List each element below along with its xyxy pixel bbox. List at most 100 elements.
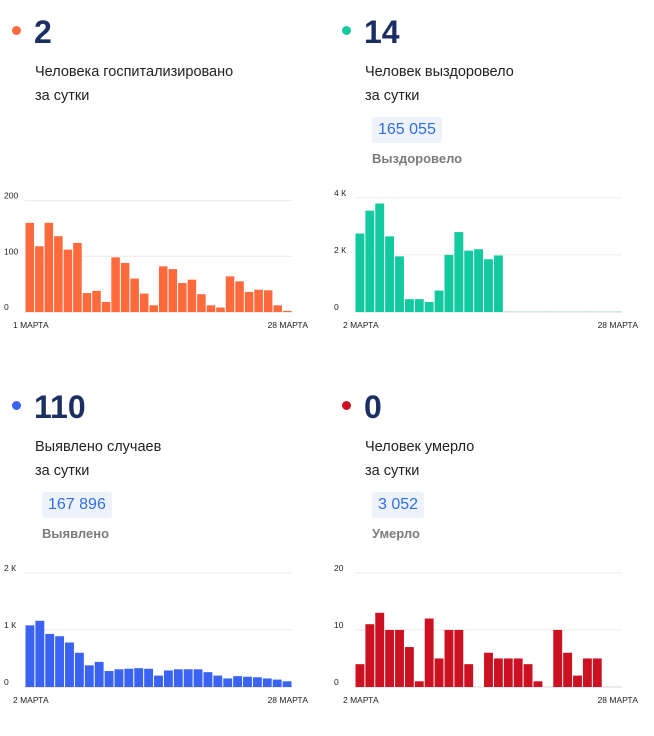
bar — [474, 249, 484, 312]
bar — [45, 633, 55, 687]
bar — [35, 620, 45, 687]
bar — [424, 302, 434, 312]
y-tick-label: 20 — [334, 563, 344, 573]
bar — [114, 669, 124, 687]
x-tick-label: 2 МАРТА — [343, 320, 379, 330]
bar — [82, 293, 92, 312]
bar — [225, 276, 235, 312]
bar — [203, 672, 213, 687]
bar — [272, 679, 282, 687]
bar — [178, 283, 187, 312]
bar — [206, 305, 216, 312]
bar — [154, 675, 163, 687]
y-tick-label: 0 — [334, 302, 339, 312]
bar — [54, 236, 63, 312]
bar — [395, 629, 404, 687]
bar — [434, 290, 444, 312]
y-tick-label: 200 — [4, 191, 18, 201]
deaths-panel: 0 Человек умерло за сутки 3 052 Умерло 0… — [330, 375, 650, 735]
bar — [484, 259, 493, 312]
deaths-chart: 0 10 20 2 МАРТА 28 МАРТА — [334, 563, 639, 705]
bar — [273, 305, 282, 312]
bar — [254, 289, 263, 312]
series-dot — [342, 26, 351, 35]
bar — [385, 629, 395, 687]
bar — [74, 652, 84, 687]
bar — [120, 262, 130, 312]
bar — [444, 254, 454, 312]
bar — [395, 256, 404, 312]
bar — [424, 618, 434, 687]
caption-line-2: за сутки — [35, 88, 90, 104]
bar — [365, 210, 375, 312]
caption-line-1: Человек умерло — [365, 439, 475, 455]
bar — [55, 636, 65, 687]
bar — [263, 290, 273, 312]
bar — [25, 222, 35, 312]
bar — [173, 669, 183, 687]
y-tick-label: 10 — [334, 620, 344, 630]
caption-line-2: за сутки — [35, 463, 90, 479]
bar — [553, 629, 563, 687]
bar — [493, 255, 503, 312]
y-tick-label: 2 К — [4, 563, 16, 573]
x-tick-label: 28 МАРТА — [598, 695, 639, 705]
bar — [493, 658, 503, 687]
y-tick-label: 4 К — [334, 188, 346, 198]
bar — [454, 232, 464, 312]
series-dot — [12, 26, 21, 35]
caption-line-1: Человека госпитализировано — [35, 64, 234, 80]
bar — [168, 269, 178, 312]
bar — [573, 675, 582, 687]
bar — [235, 281, 244, 312]
bar — [282, 310, 292, 312]
bar — [111, 257, 120, 312]
bar — [243, 676, 252, 687]
series-dot — [12, 401, 21, 410]
bar — [84, 665, 94, 687]
bar — [484, 652, 493, 687]
hospitalized-chart: 0 100 200 1 МАРТА 28 МАРТА — [4, 191, 308, 330]
bar — [244, 291, 254, 312]
daily-count: 110 — [34, 389, 86, 425]
bar — [130, 278, 139, 312]
bar — [464, 664, 474, 687]
y-tick-label: 1 К — [4, 620, 16, 630]
bar — [523, 664, 533, 687]
bar — [139, 293, 149, 312]
recovered-chart: 0 2 К 4 К 2 МАРТА 28 МАРТА — [334, 188, 639, 330]
x-tick-label: 28 МАРТА — [598, 320, 639, 330]
daily-caption: Человек умерло за сутки — [365, 435, 474, 483]
bar — [404, 299, 414, 312]
bar — [365, 624, 375, 687]
bar — [197, 294, 206, 312]
bar — [187, 279, 197, 312]
bar — [503, 658, 513, 687]
bar — [444, 629, 454, 687]
total-value: 3 052 — [372, 492, 425, 518]
y-tick-label: 0 — [334, 677, 339, 687]
x-tick-label: 28 МАРТА — [268, 695, 309, 705]
bar — [282, 681, 292, 687]
x-tick-label: 2 МАРТА — [13, 695, 49, 705]
y-tick-label: 2 К — [334, 245, 346, 255]
bar — [434, 658, 444, 687]
caption-line-1: Выявлено случаев — [35, 439, 162, 455]
x-tick-label: 1 МАРТА — [13, 320, 49, 330]
bar — [355, 233, 365, 312]
bar — [252, 677, 262, 687]
daily-caption: Человек выздоровело за сутки — [365, 60, 514, 108]
bar — [25, 625, 35, 687]
bar — [163, 670, 173, 687]
recovered-panel: 14 Человек выздоровело за сутки 165 055 … — [330, 0, 650, 360]
bar — [183, 669, 193, 687]
bar — [375, 203, 385, 312]
bar — [513, 658, 523, 687]
bar — [73, 242, 82, 312]
bar — [216, 307, 225, 312]
caption-line-1: Человек выздоровело — [365, 64, 514, 80]
total-label: Выявлено — [42, 526, 110, 541]
bar — [44, 222, 54, 312]
bar — [223, 678, 233, 687]
